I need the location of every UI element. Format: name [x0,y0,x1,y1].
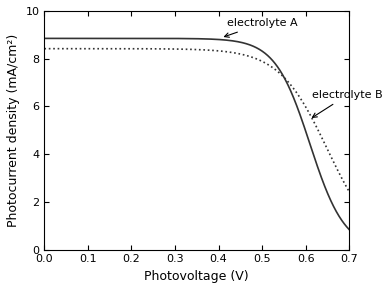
Text: electrolyte B: electrolyte B [312,90,383,117]
Y-axis label: Photocurrent density (mA/cm²): Photocurrent density (mA/cm²) [7,34,20,227]
X-axis label: Photovoltage (V): Photovoltage (V) [144,270,249,283]
Text: electrolyte A: electrolyte A [225,19,298,37]
